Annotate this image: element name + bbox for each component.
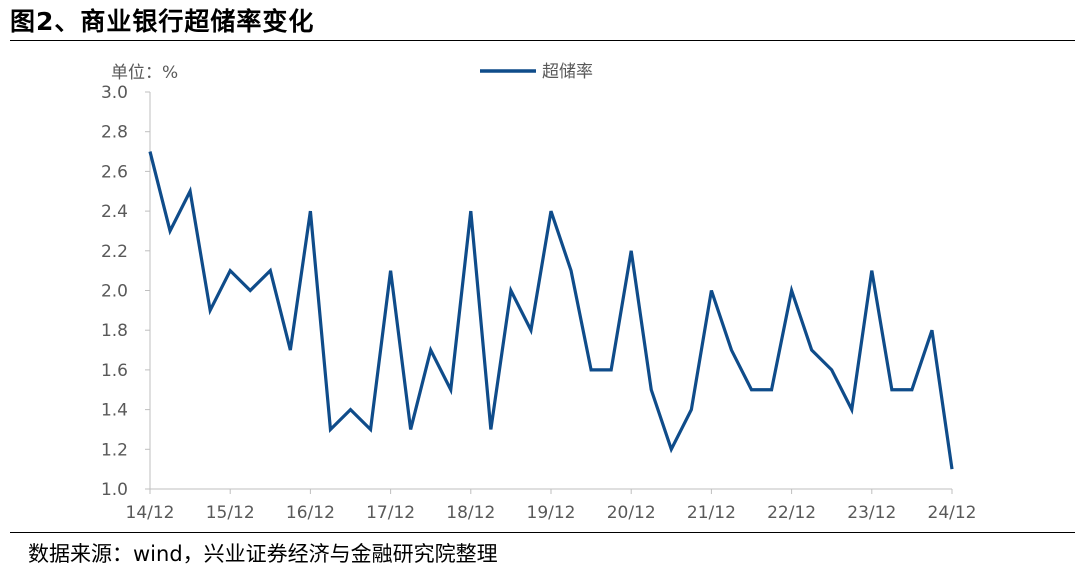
x-tick-label: 16/12 bbox=[286, 503, 335, 523]
x-axis-ticks: 14/12 15/12 16/12 17/12 18/12 19/12 20/12 21/12… bbox=[126, 489, 977, 523]
x-tick-label: 21/12 bbox=[687, 503, 736, 523]
x-tick-label: 15/12 bbox=[206, 503, 255, 523]
x-tick-label: 18/12 bbox=[446, 503, 495, 523]
y-tick-label: 3.0 bbox=[101, 83, 128, 103]
legend: 超储率 bbox=[480, 62, 593, 82]
bottom-divider bbox=[10, 532, 1075, 533]
chart-axes bbox=[149, 92, 952, 490]
x-tick-label: 22/12 bbox=[767, 503, 816, 523]
unit-label: 单位：% bbox=[111, 63, 179, 83]
x-tick-label: 17/12 bbox=[366, 503, 415, 523]
y-tick-label: 1.0 bbox=[101, 480, 128, 500]
series-line bbox=[148, 151, 954, 470]
x-tick-label: 14/12 bbox=[126, 503, 175, 523]
y-tick-label: 2.6 bbox=[101, 162, 128, 182]
series-group bbox=[148, 151, 954, 470]
legend-label: 超储率 bbox=[542, 62, 593, 82]
source-note: 数据来源：wind，兴业证券经济与金融研究院整理 bbox=[28, 542, 498, 566]
top-divider bbox=[10, 40, 1075, 41]
y-tick-label: 2.2 bbox=[101, 242, 128, 262]
y-tick-label: 1.2 bbox=[101, 440, 128, 460]
y-tick-label: 1.6 bbox=[101, 361, 128, 381]
y-tick-label: 2.0 bbox=[101, 282, 128, 302]
y-tick-label: 1.8 bbox=[101, 321, 128, 341]
chart-title: 图2、商业银行超储率变化 bbox=[10, 7, 315, 36]
y-tick-label: 2.8 bbox=[101, 123, 128, 143]
y-tick-label: 2.4 bbox=[101, 202, 128, 222]
y-tick-label: 1.4 bbox=[101, 401, 128, 421]
y-axis-ticks: 1.0 1.2 1.4 1.6 1.8 2.0 2.2 2.4 2.6 2.8 3.0 bbox=[101, 83, 150, 500]
x-tick-label: 19/12 bbox=[527, 503, 576, 523]
x-tick-label: 24/12 bbox=[928, 503, 977, 523]
x-tick-label: 20/12 bbox=[607, 503, 656, 523]
x-tick-label: 23/12 bbox=[847, 503, 896, 523]
